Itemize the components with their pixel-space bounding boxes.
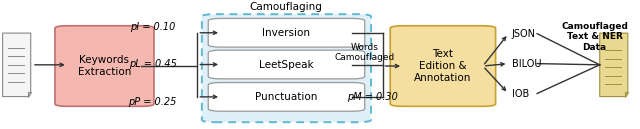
- FancyBboxPatch shape: [202, 14, 371, 122]
- Text: Inversion: Inversion: [262, 28, 310, 38]
- Text: JSON: JSON: [511, 29, 536, 39]
- Polygon shape: [625, 92, 628, 97]
- Text: Camouflaged
Text & NER
Data: Camouflaged Text & NER Data: [561, 22, 628, 52]
- Text: pI = 0.10: pI = 0.10: [130, 22, 175, 32]
- Polygon shape: [28, 92, 31, 97]
- FancyBboxPatch shape: [208, 83, 365, 111]
- Text: Text
Edition &
Annotation: Text Edition & Annotation: [414, 49, 472, 83]
- FancyBboxPatch shape: [390, 26, 495, 106]
- Text: Keywords
Extraction: Keywords Extraction: [78, 55, 131, 77]
- Text: BILOU: BILOU: [511, 59, 541, 69]
- Text: pP = 0.25: pP = 0.25: [129, 97, 177, 107]
- Text: pL = 0.45: pL = 0.45: [129, 59, 177, 69]
- Text: IOB: IOB: [511, 88, 529, 99]
- Text: LeetSpeak: LeetSpeak: [259, 59, 314, 70]
- FancyBboxPatch shape: [208, 18, 365, 47]
- Text: Words
Camouflaged: Words Camouflaged: [335, 43, 395, 62]
- Polygon shape: [3, 33, 31, 97]
- FancyBboxPatch shape: [208, 50, 365, 79]
- Text: pM = 0.30: pM = 0.30: [347, 92, 398, 102]
- Text: Punctuation: Punctuation: [255, 92, 317, 102]
- FancyBboxPatch shape: [55, 26, 154, 106]
- Text: Camouflaging: Camouflaging: [250, 2, 323, 12]
- Polygon shape: [600, 33, 628, 97]
